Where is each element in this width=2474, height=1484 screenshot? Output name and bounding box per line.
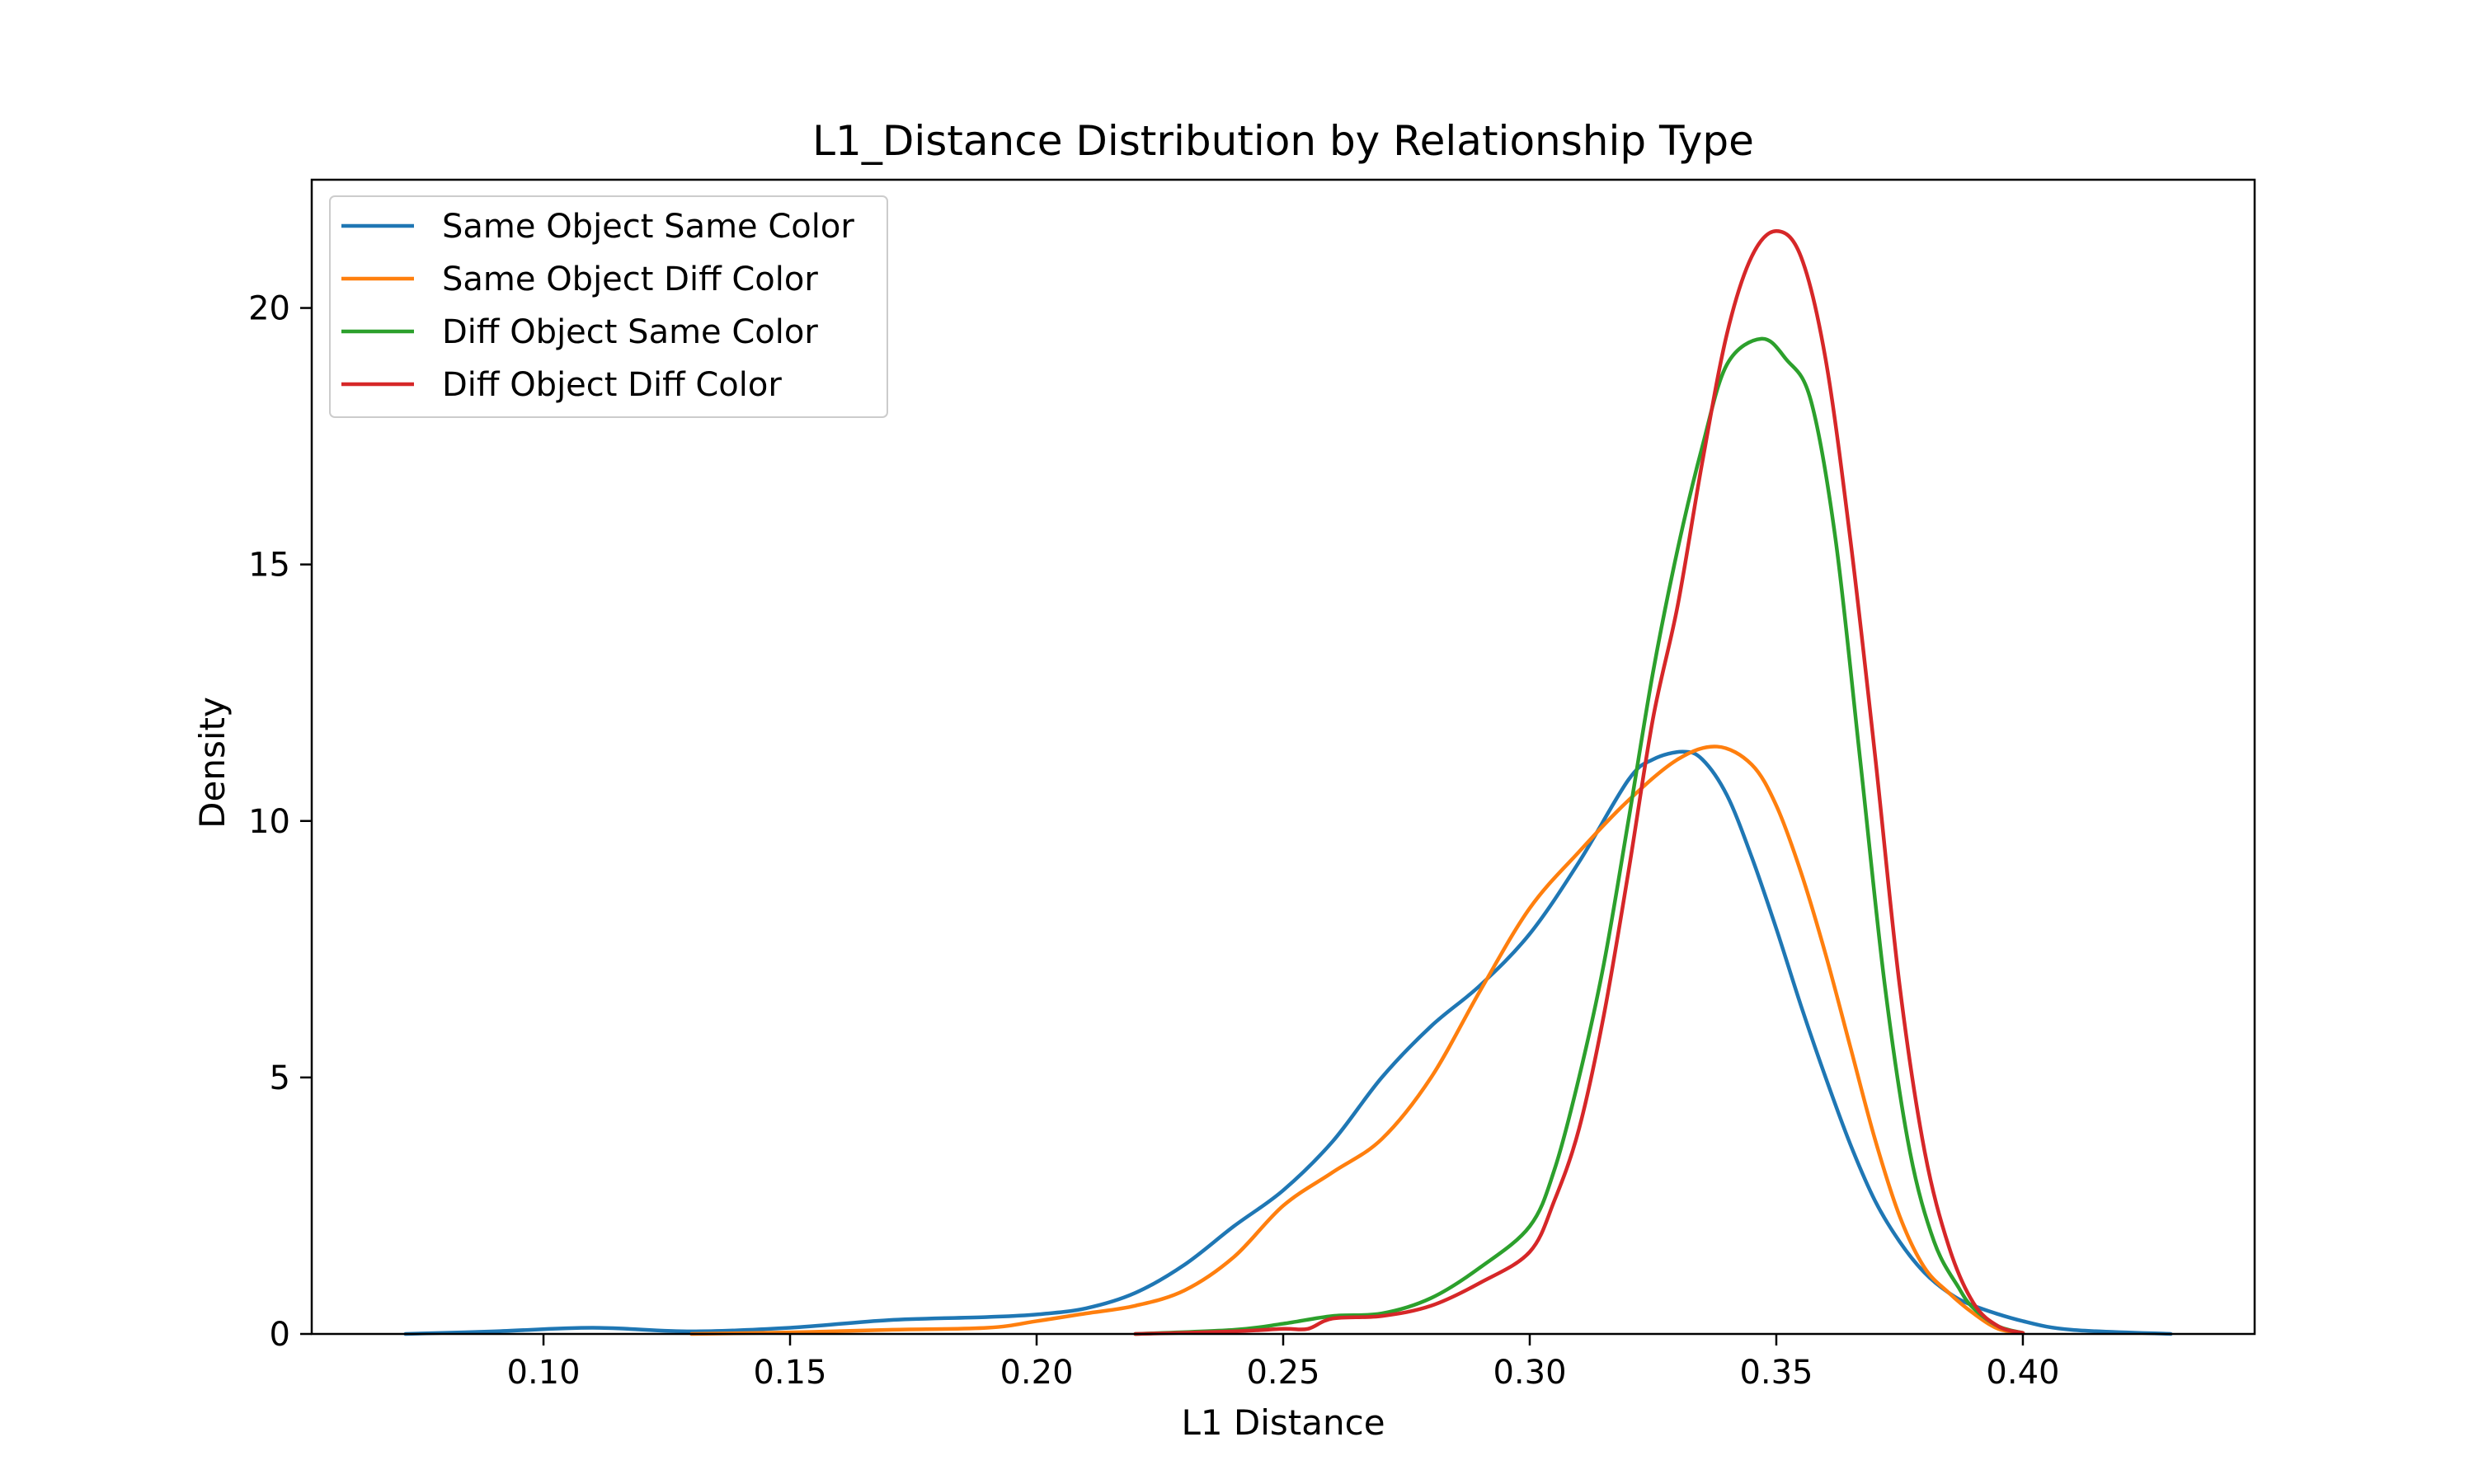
y-axis-ticks: 0 5 10 15 20 — [248, 290, 312, 1354]
x-axis-ticks: 0.10 0.15 0.20 0.25 0.30 0.35 0.40 — [507, 1334, 2059, 1392]
plot-content — [403, 228, 2173, 1336]
y-axis-title: Density — [192, 697, 233, 829]
x-tick-label: 0.40 — [1986, 1354, 2059, 1392]
legend: Same Object Same Color Same Object Diff C… — [329, 195, 888, 418]
y-tick-label: 0 — [270, 1316, 290, 1354]
y-tick-label: 5 — [270, 1059, 290, 1097]
chart-title: L1_Distance Distribution by Relationship… — [812, 117, 1754, 165]
legend-items: Same Object Same Color Same Object Diff C… — [341, 208, 854, 404]
x-tick-label: 0.20 — [999, 1354, 1073, 1392]
legend-label: Diff Object Same Color — [442, 313, 818, 351]
x-tick-label: 0.30 — [1493, 1354, 1566, 1392]
legend-label: Same Object Diff Color — [442, 261, 818, 298]
y-tick-label: 10 — [248, 803, 290, 841]
x-tick-label: 0.25 — [1246, 1354, 1319, 1392]
series-line-3 — [1133, 336, 2025, 1336]
series-line-2 — [689, 744, 2025, 1336]
plot-frame — [310, 178, 2256, 1336]
x-axis-title: L1 Distance — [1181, 1402, 1385, 1443]
series-line-1 — [403, 749, 2173, 1336]
legend-label: Same Object Same Color — [442, 208, 854, 246]
x-tick-label: 0.15 — [753, 1354, 826, 1392]
y-tick-label: 15 — [248, 547, 290, 585]
y-tick-label: 20 — [248, 290, 290, 328]
legend-label: Diff Object Diff Color — [442, 366, 782, 404]
legend-box — [329, 195, 888, 418]
x-tick-label: 0.10 — [507, 1354, 581, 1392]
series-line-4 — [1133, 228, 2025, 1336]
x-tick-label: 0.35 — [1739, 1354, 1813, 1392]
